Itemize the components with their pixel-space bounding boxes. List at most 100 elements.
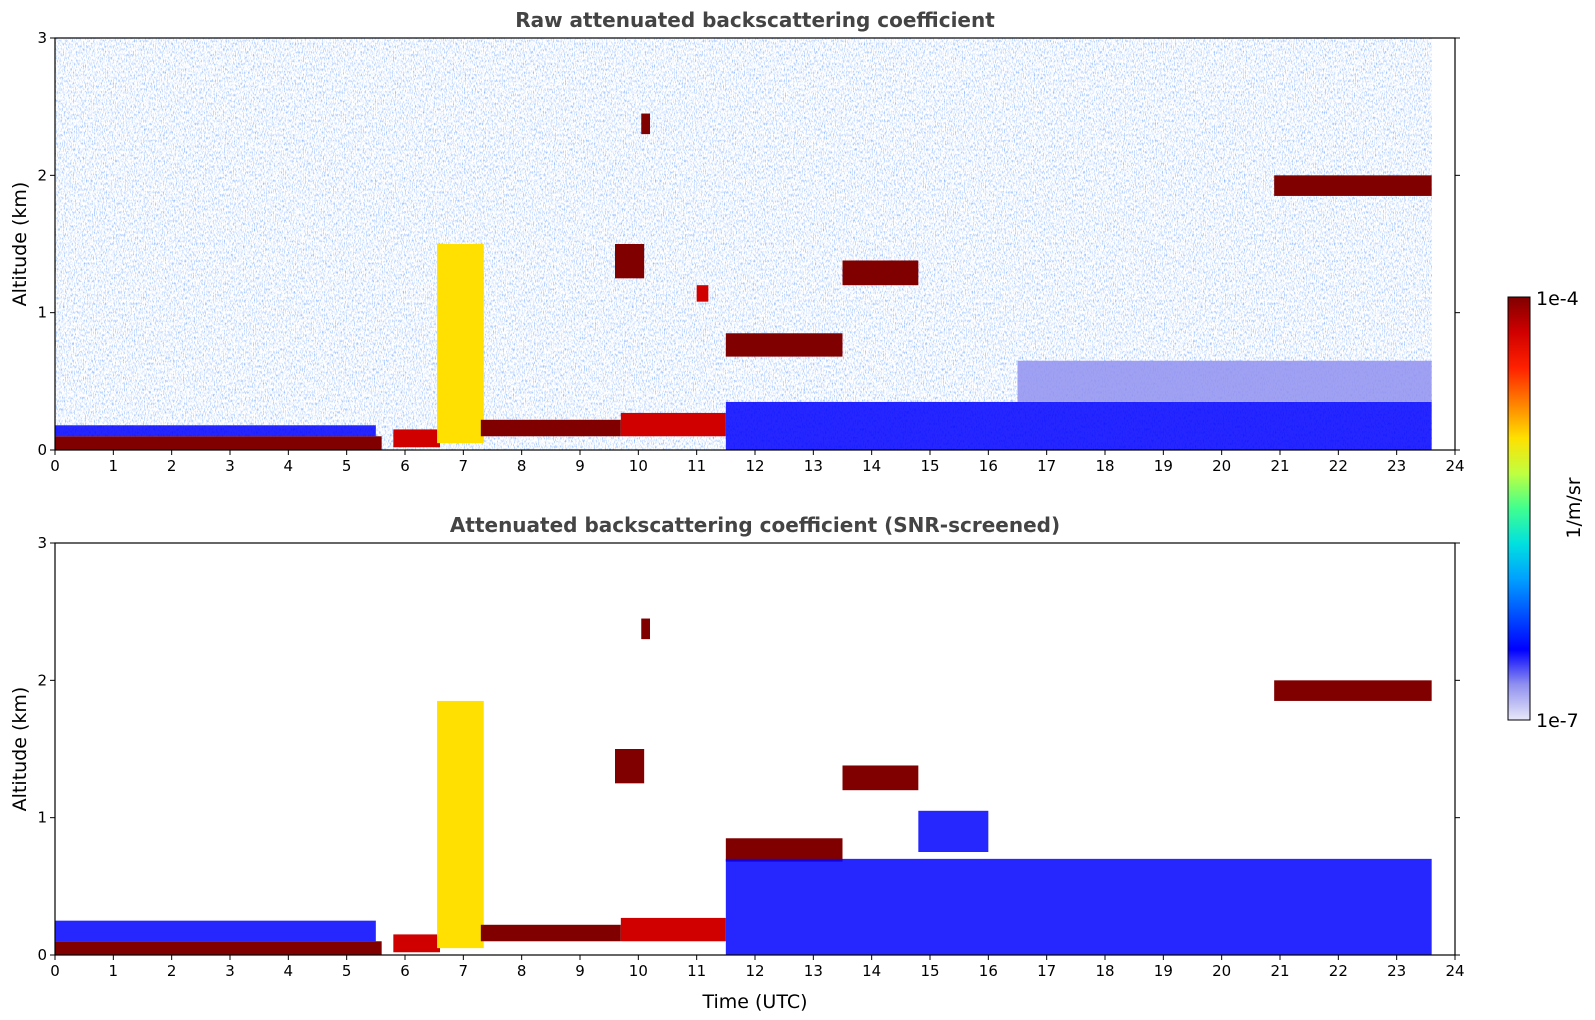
x-tick-label: 12: [745, 962, 764, 980]
backscatter-feature: [437, 700, 484, 949]
x-tick-label: 12: [745, 457, 764, 475]
x-tick-label: 7: [459, 457, 469, 475]
x-tick-label: 1: [109, 457, 119, 475]
backscatter-feature: [620, 412, 726, 437]
backscatter-feature: [480, 419, 621, 437]
y-axis-label: Altitude (km): [9, 182, 31, 307]
x-tick-label: 23: [1387, 962, 1406, 980]
y-axis-ticks: 0 1 2 3: [37, 534, 1460, 964]
y-tick-label: 1: [37, 809, 47, 827]
x-tick-label: 3: [225, 457, 235, 475]
backscatter-feature: [55, 425, 376, 437]
x-tick-label: 8: [517, 962, 527, 980]
colorbar: 1e-4 1e-7 1/m/sr: [1507, 288, 1585, 732]
x-tick-label: 14: [862, 457, 881, 475]
x-tick-label: 15: [920, 962, 939, 980]
snr-screened-panel: Attenuated backscattering coefficient (S…: [9, 513, 1465, 1013]
colorbar-max-label: 1e-4: [1536, 288, 1579, 310]
x-tick-label: 21: [1270, 457, 1289, 475]
x-tick-label: 19: [1154, 457, 1173, 475]
x-tick-label: 7: [459, 962, 469, 980]
y-tick-label: 3: [37, 534, 47, 552]
heatmap-area: [55, 618, 1432, 955]
x-tick-label: 6: [400, 457, 410, 475]
x-tick-label: 13: [804, 962, 823, 980]
x-tick-label: 10: [629, 457, 648, 475]
x-tick-label: 4: [284, 457, 294, 475]
colorbar-min-label: 1e-7: [1536, 710, 1579, 732]
y-axis-ticks: 0 1 2 3: [37, 29, 1460, 459]
x-axis-ticks: 0 1 2 3 4 5 6 7 8 9 10 11 12 13 14 15 16 17 18 19 20 21 22 23 24: [50, 450, 1465, 475]
x-tick-label: 5: [342, 962, 352, 980]
x-tick-label: 6: [400, 962, 410, 980]
x-tick-label: 0: [50, 962, 60, 980]
y-tick-label: 2: [37, 166, 47, 184]
x-tick-label: 5: [342, 457, 352, 475]
x-tick-label: 17: [1037, 457, 1056, 475]
colorbar-unit-label: 1/m/sr: [1563, 477, 1585, 538]
backscatter-feature: [480, 924, 621, 942]
x-tick-label: 13: [804, 457, 823, 475]
backscatter-feature: [725, 401, 1432, 450]
backscatter-feature: [842, 260, 919, 286]
x-tick-label: 24: [1445, 962, 1464, 980]
x-tick-label: 15: [920, 457, 939, 475]
x-tick-label: 23: [1387, 457, 1406, 475]
backscatter-feature: [842, 765, 919, 791]
y-tick-label: 0: [37, 441, 47, 459]
x-tick-label: 18: [1095, 962, 1114, 980]
backscatter-feature: [696, 285, 709, 302]
backscatter-feature: [725, 838, 843, 862]
y-tick-label: 0: [37, 946, 47, 964]
x-tick-label: 11: [687, 962, 706, 980]
x-tick-label: 16: [979, 457, 998, 475]
x-tick-label: 22: [1329, 457, 1348, 475]
heatmap-area: [55, 38, 1432, 450]
x-tick-label: 18: [1095, 457, 1114, 475]
backscatter-feature: [55, 436, 382, 450]
x-tick-label: 24: [1445, 457, 1464, 475]
chart-title: Raw attenuated backscattering coefficien…: [515, 8, 995, 32]
x-tick-label: 0: [50, 457, 60, 475]
y-axis-label: Altitude (km): [9, 687, 31, 812]
x-tick-label: 17: [1037, 962, 1056, 980]
chart-title: Attenuated backscattering coefficient (S…: [450, 513, 1060, 537]
x-axis-ticks: 0 1 2 3 4 5 6 7 8 9 10 11 12 13 14 15 16 17 18 19 20 21 22 23 24: [50, 955, 1465, 980]
backscatter-feature: [1274, 680, 1432, 701]
backscatter-feature: [918, 810, 989, 852]
x-tick-label: 14: [862, 962, 881, 980]
x-tick-label: 4: [284, 962, 294, 980]
x-axis-label: Time (UTC): [701, 991, 807, 1013]
x-tick-label: 3: [225, 962, 235, 980]
backscatter-feature: [437, 244, 484, 444]
backscatter-feature: [615, 244, 645, 279]
x-tick-label: 20: [1212, 962, 1231, 980]
backscatter-feature: [55, 941, 382, 955]
raw-backscatter-panel: Raw attenuated backscattering coefficien…: [9, 8, 1465, 475]
y-tick-label: 3: [37, 29, 47, 47]
y-tick-label: 2: [37, 671, 47, 689]
colorbar-gradient: [1507, 296, 1531, 721]
backscatter-feature: [393, 429, 440, 448]
y-tick-label: 1: [37, 304, 47, 322]
x-tick-label: 11: [687, 457, 706, 475]
x-tick-label: 10: [629, 962, 648, 980]
x-tick-label: 1: [109, 962, 119, 980]
backscatter-feature: [641, 113, 650, 135]
backscatter-feature: [55, 920, 376, 942]
backscatter-feature: [725, 333, 843, 357]
backscatter-feature: [620, 917, 726, 942]
backscatter-feature: [393, 934, 440, 953]
x-tick-label: 22: [1329, 962, 1348, 980]
backscatter-feature: [1017, 360, 1432, 402]
backscatter-feature: [725, 858, 1432, 955]
x-tick-label: 2: [167, 457, 177, 475]
x-tick-label: 19: [1154, 962, 1173, 980]
x-tick-label: 8: [517, 457, 527, 475]
backscatter-feature: [615, 749, 645, 784]
x-tick-label: 2: [167, 962, 177, 980]
x-tick-label: 20: [1212, 457, 1231, 475]
x-tick-label: 9: [575, 962, 585, 980]
x-tick-label: 21: [1270, 962, 1289, 980]
